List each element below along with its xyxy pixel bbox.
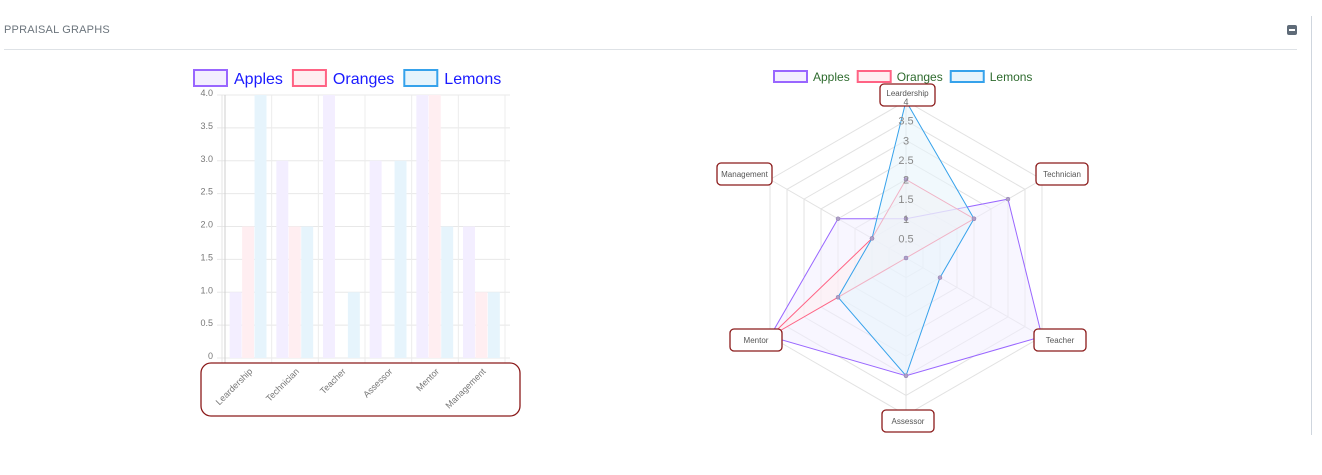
panel-title: PPRAISAL GRAPHS [4, 24, 110, 36]
radar-point[interactable] [971, 216, 977, 221]
legend-item-apples[interactable]: Apples [773, 70, 850, 84]
svg-text:Leardership: Leardership [886, 89, 929, 98]
svg-text:Lemons: Lemons [990, 70, 1033, 84]
y-tick-label: 1.0 [200, 285, 213, 295]
bar-apples[interactable] [323, 95, 335, 358]
x-tick-label: Teacher [318, 366, 348, 396]
bar-apples[interactable] [276, 160, 289, 358]
panel-right-border [1311, 16, 1312, 435]
panel-divider [4, 49, 1297, 50]
radar-point[interactable] [903, 216, 909, 221]
bar-oranges[interactable] [288, 226, 301, 359]
radar-point[interactable] [903, 255, 909, 261]
y-tick-label: 2.5 [200, 187, 213, 197]
r-tick-label: 2.5 [898, 155, 913, 167]
x-tick-label: Leardership [214, 366, 255, 407]
radar-point[interactable] [835, 295, 841, 300]
svg-text:Apples: Apples [813, 70, 850, 84]
svg-text:Management: Management [721, 170, 768, 179]
x-tick-label: Mentor [414, 366, 441, 393]
y-tick-label: 0.5 [200, 318, 213, 328]
bar-oranges[interactable] [242, 226, 255, 359]
bar-apples[interactable] [229, 292, 242, 358]
svg-text:Oranges: Oranges [333, 71, 394, 88]
radar-label-technician: Technician [1035, 162, 1089, 186]
radar-legend: Apples Oranges Lemons [773, 70, 1033, 84]
x-tick-label: Technician [264, 366, 301, 403]
svg-text:Apples: Apples [234, 71, 283, 88]
radar-point[interactable] [1005, 196, 1011, 202]
radar-point[interactable] [903, 373, 909, 378]
svg-text:Teacher: Teacher [1046, 336, 1075, 345]
y-tick-label: 3.5 [200, 121, 213, 131]
radar-label-mentor: Mentor [729, 328, 783, 352]
r-tick-label: 2 [903, 175, 909, 187]
bar-chart: Apples Oranges Lemons 0 0.5 1.0 1.5 2.0 2.5 3.0 3.… [193, 69, 521, 417]
r-tick-label: 3.5 [898, 116, 913, 128]
r-tick-label: 0.5 [898, 233, 913, 245]
bar-lemons[interactable] [487, 292, 500, 358]
legend-item-lemons[interactable]: Lemons [403, 69, 501, 88]
r-tick-label: 1 [903, 214, 909, 226]
x-tick-label: Management [444, 366, 489, 411]
bar-legend: Apples Oranges Lemons [193, 69, 501, 88]
collapse-button[interactable] [1287, 25, 1297, 35]
bar-apples[interactable] [369, 160, 382, 358]
y-tick-label: 4.0 [200, 88, 213, 98]
legend-item-apples[interactable]: Apples [193, 69, 283, 88]
radar-chart: Apples Oranges Lemons 0.5 1 1.5 2 2.5 3 3.5 4Leard… [716, 70, 1089, 433]
r-max-label: 4 [903, 97, 908, 107]
radar-label-leardership: Leardership [879, 83, 936, 107]
radar-point[interactable] [869, 236, 875, 241]
y-tick-label: 2.0 [200, 220, 213, 230]
svg-text:Technician: Technician [1043, 170, 1081, 179]
y-tick-label: 3.0 [200, 154, 213, 164]
x-tick-label: Assessor [361, 366, 394, 399]
bar-lemons[interactable] [347, 292, 360, 358]
y-tick-label: 0 [208, 351, 213, 361]
bar-oranges[interactable] [428, 95, 441, 358]
legend-item-lemons[interactable]: Lemons [949, 70, 1033, 84]
y-tick-label: 1.5 [200, 252, 213, 262]
r-tick-label: 1.5 [898, 194, 913, 206]
radar-point[interactable] [903, 177, 909, 182]
legend-item-oranges[interactable]: Oranges [291, 69, 394, 88]
r-tick-label: 3 [903, 135, 909, 147]
svg-text:Assessor: Assessor [892, 417, 925, 426]
radar-label-assessor: Assessor [881, 409, 935, 433]
bar-lemons[interactable] [301, 226, 314, 359]
bar-lemons[interactable] [254, 95, 267, 358]
bar-apples[interactable] [416, 95, 429, 358]
bar-lemons[interactable] [394, 160, 407, 358]
svg-text:Lemons: Lemons [444, 71, 501, 88]
svg-text:Mentor: Mentor [744, 336, 769, 345]
legend-item-oranges[interactable]: Oranges [856, 70, 943, 84]
bar-oranges[interactable] [475, 292, 488, 358]
svg-text:Oranges: Oranges [897, 70, 943, 84]
radar-point[interactable] [835, 216, 841, 221]
radar-label-management: Management [716, 162, 773, 186]
x-labels-highlight-box [200, 362, 521, 417]
radar-point[interactable] [937, 275, 943, 280]
bar-lemons[interactable] [441, 226, 454, 359]
bar-apples[interactable] [463, 226, 475, 359]
radar-label-teacher: Teacher [1033, 328, 1087, 352]
